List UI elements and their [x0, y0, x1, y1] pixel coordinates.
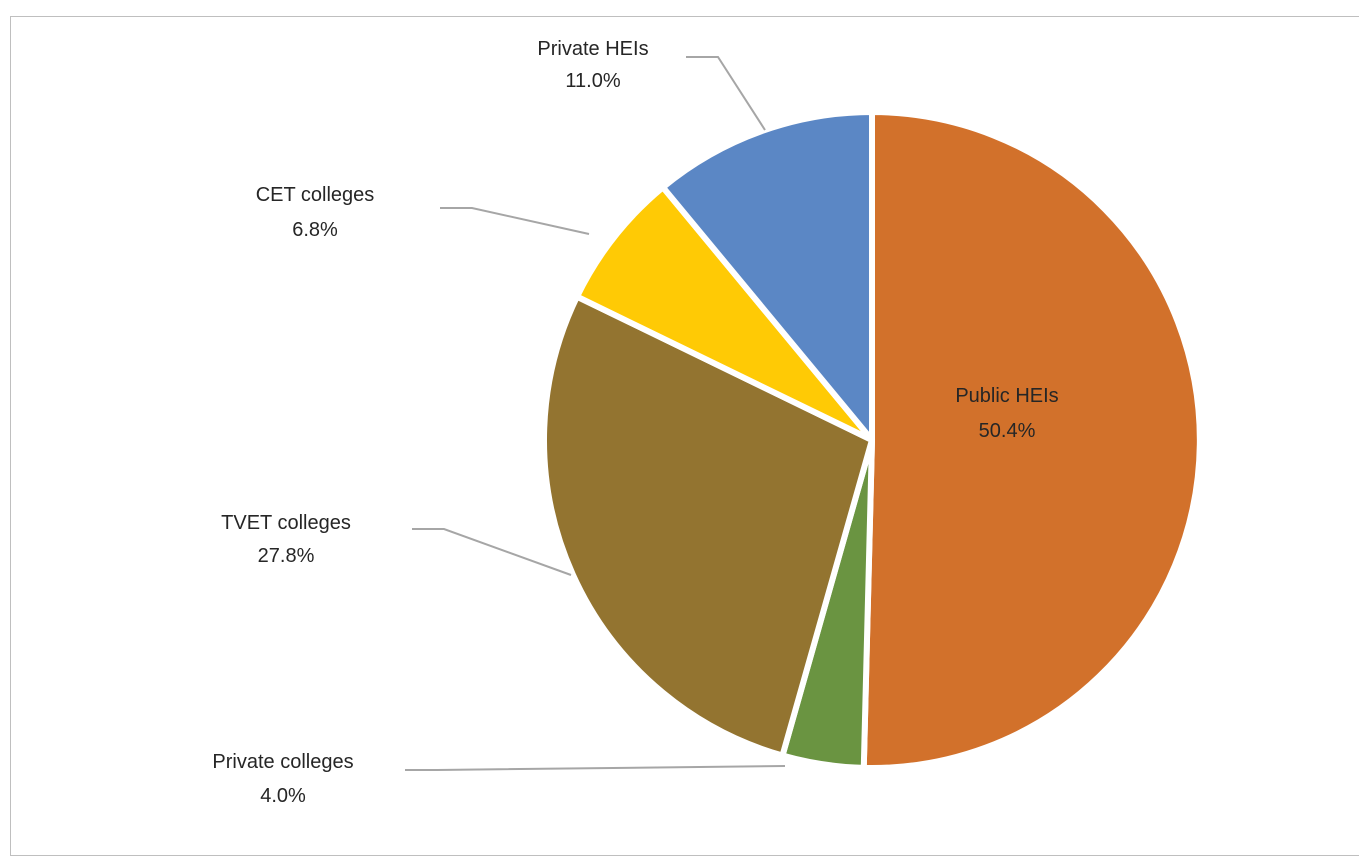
- slice-value-tvet-colleges: 27.8%: [258, 545, 315, 567]
- slice-label-public-heis: Public HEIs: [955, 385, 1058, 407]
- leader-line-private-colleges: [405, 765, 786, 771]
- slices-layer: [541, 109, 1203, 771]
- leader-lines-layer: [405, 56, 786, 771]
- slice-value-public-heis: 50.4%: [979, 420, 1036, 442]
- leader-line-tvet-colleges: [412, 528, 572, 576]
- pie-slice-public-heis: [860, 109, 1203, 771]
- slice-label-private-heis: Private HEIs: [537, 38, 648, 60]
- slice-value-private-heis: 11.0%: [565, 70, 620, 92]
- slice-label-cet-colleges: CET colleges: [256, 184, 375, 206]
- slice-value-private-colleges: 4.0%: [260, 785, 306, 807]
- slice-label-tvet-colleges: TVET colleges: [221, 512, 351, 534]
- pie-slice-cet-colleges: [574, 184, 875, 443]
- pie-chart: Public HEIs 50.4% Private colleges 4.0% …: [212, 38, 1203, 807]
- pie-slice-tvet-colleges: [541, 293, 875, 759]
- leader-line-private-heis: [686, 56, 766, 131]
- labels-layer: Public HEIs 50.4% Private colleges 4.0% …: [212, 38, 1058, 807]
- pie-slice-private-heis: [659, 109, 875, 443]
- leader-line-cet-colleges: [440, 207, 590, 235]
- slice-label-private-colleges: Private colleges: [212, 751, 353, 773]
- slice-value-cet-colleges: 6.8%: [292, 219, 338, 241]
